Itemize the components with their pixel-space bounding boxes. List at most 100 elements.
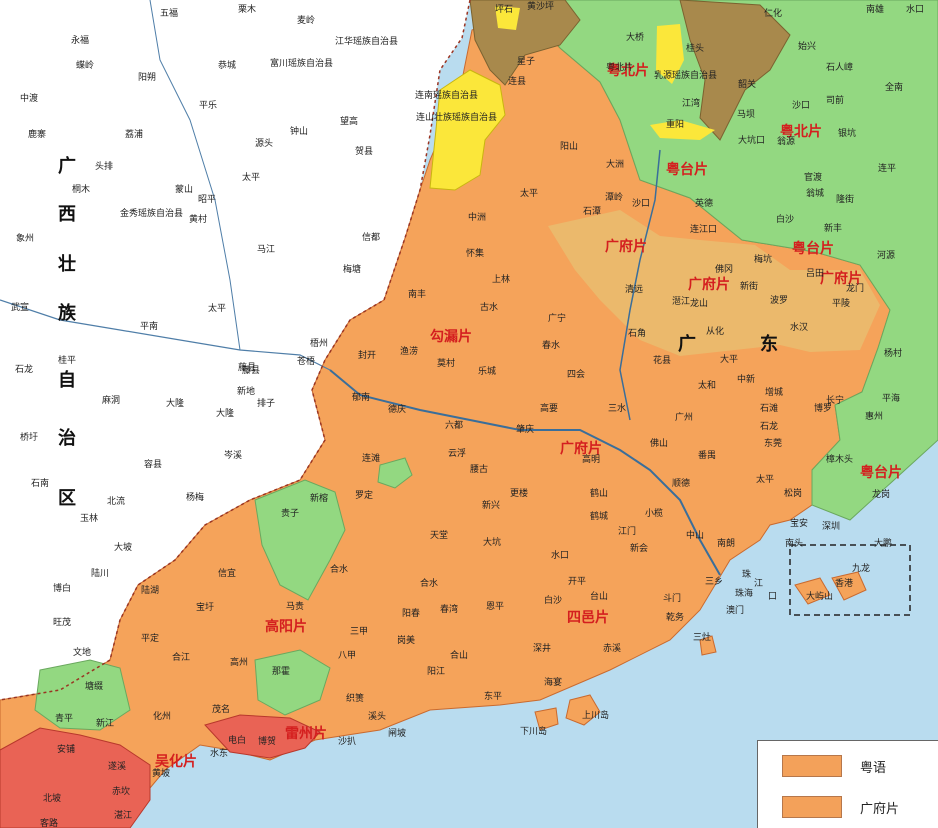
place-label: 佛山 bbox=[650, 439, 669, 449]
green-patch-luoding bbox=[377, 457, 413, 489]
place-label: 太平 bbox=[242, 173, 261, 183]
place-label: 信宜 bbox=[218, 569, 237, 579]
place-label: 上林 bbox=[492, 275, 511, 285]
island-lantau bbox=[794, 577, 831, 605]
region-label: 区 bbox=[58, 488, 76, 509]
place-label: 吕田 bbox=[806, 269, 825, 279]
place-label: 小榄 bbox=[645, 509, 664, 519]
place-label: 高州 bbox=[230, 658, 249, 668]
yellow-spot-b bbox=[650, 120, 715, 140]
place-label: 潭岭 bbox=[605, 193, 624, 203]
place-label: 香港 bbox=[835, 579, 854, 589]
place-label: 荔浦 bbox=[125, 130, 144, 140]
place-label: 开平 bbox=[568, 577, 587, 587]
region-label: 治 bbox=[58, 428, 76, 449]
dialect-label: 粤北片 bbox=[780, 124, 822, 140]
place-label: 腰古 bbox=[470, 465, 489, 475]
place-label: 白沙 bbox=[776, 215, 795, 225]
place-label: 台山 bbox=[590, 592, 609, 602]
place-label: 茂名 bbox=[212, 705, 231, 715]
place-label: 南头 bbox=[785, 539, 804, 549]
place-label: 太平 bbox=[756, 475, 775, 485]
region-label: 自 bbox=[58, 370, 76, 391]
place-label: 仁化 bbox=[764, 9, 783, 19]
place-label: 富川瑶族自治县 bbox=[270, 59, 334, 69]
place-label: 上川岛 bbox=[582, 711, 610, 721]
place-label: 顺德 bbox=[672, 479, 691, 489]
place-label: 四会 bbox=[567, 370, 586, 380]
place-label: 澳门 bbox=[726, 606, 745, 616]
place-label: 水汉 bbox=[790, 323, 809, 333]
place-label: 石南 bbox=[31, 479, 50, 489]
place-label: 连江口 bbox=[690, 225, 718, 235]
place-label: 闸坡 bbox=[388, 729, 407, 739]
place-label: 湛江 bbox=[114, 811, 133, 821]
place-label: 桐木 bbox=[72, 185, 91, 195]
place-label: 蒙山 bbox=[175, 185, 194, 195]
map-legend: 粤语 广府片 bbox=[757, 740, 938, 828]
place-label: 信都 bbox=[362, 233, 381, 243]
place-label: 溪头 bbox=[368, 712, 387, 722]
place-label: 波罗 bbox=[770, 296, 789, 306]
hk-boundary-box bbox=[789, 544, 911, 616]
place-label: 粤北片 bbox=[606, 63, 634, 73]
place-label: 大鹏 bbox=[874, 539, 893, 549]
place-label: 中洲 bbox=[468, 213, 487, 223]
place-label: 郁南 bbox=[352, 393, 371, 403]
place-label: 青平 bbox=[55, 714, 74, 724]
place-label: 陆湖 bbox=[141, 586, 160, 596]
place-label: 江华瑶族自治县 bbox=[335, 37, 399, 47]
place-label: 合江 bbox=[172, 653, 191, 663]
place-label: 遂溪 bbox=[108, 762, 127, 772]
place-label: 大平 bbox=[720, 355, 739, 365]
place-label: 阳江 bbox=[427, 667, 446, 677]
place-label: 珠 bbox=[742, 570, 752, 580]
place-label: 蝶岭 bbox=[76, 61, 95, 71]
place-label: 韶关 bbox=[738, 80, 757, 90]
place-label: 那霍 bbox=[272, 667, 291, 677]
place-label: 新街 bbox=[740, 282, 759, 292]
place-label: 永福 bbox=[71, 36, 90, 46]
place-label: 连平 bbox=[878, 164, 897, 174]
place-label: 安铺 bbox=[57, 745, 76, 755]
dialect-label: 雷州片 bbox=[285, 726, 327, 742]
place-label: 太平 bbox=[208, 304, 227, 314]
place-label: 黄坡 bbox=[152, 769, 171, 779]
place-label: 鹤城 bbox=[590, 512, 609, 522]
place-label: 星子 bbox=[517, 57, 536, 67]
place-label: 龙岗 bbox=[872, 490, 891, 500]
place-label: 花县 bbox=[653, 356, 672, 366]
dialect-label: 广府片 bbox=[820, 271, 862, 287]
xi-river bbox=[329, 369, 721, 576]
yellow-area bbox=[429, 69, 506, 191]
place-label: 大洲 bbox=[606, 160, 625, 170]
place-label: 织箦 bbox=[346, 694, 365, 704]
place-label: 麻洞 bbox=[102, 396, 121, 406]
place-label: 水口 bbox=[906, 5, 925, 15]
place-label: 赤坎 bbox=[112, 787, 131, 797]
place-label: 春水 bbox=[542, 341, 561, 351]
place-label: 罗定 bbox=[355, 491, 374, 501]
place-label: 恭城 bbox=[218, 61, 237, 71]
place-label: 番禺 bbox=[698, 451, 717, 461]
island-shangchuan bbox=[565, 694, 601, 726]
province-boundary bbox=[0, 0, 471, 701]
place-label: 新地 bbox=[237, 387, 256, 397]
region-label: 族 bbox=[58, 303, 76, 324]
place-label: 沙口 bbox=[632, 199, 651, 209]
place-label: 望高 bbox=[340, 117, 359, 127]
place-label: 连南瑶族自治县 bbox=[415, 91, 479, 101]
place-label: 深井 bbox=[533, 644, 552, 654]
place-label: 斗门 bbox=[663, 594, 682, 604]
place-label: 金秀瑶族自治县 bbox=[120, 209, 184, 219]
place-label: 增城 bbox=[765, 388, 784, 398]
place-label: 石人嶂 bbox=[826, 63, 854, 73]
place-label: 陆川 bbox=[91, 569, 110, 579]
place-label: 杨村 bbox=[884, 349, 903, 359]
place-label: 松岗 bbox=[784, 489, 803, 499]
place-label: 莫村 bbox=[437, 359, 456, 369]
place-label: 更楼 bbox=[510, 489, 529, 499]
place-label: 怀集 bbox=[466, 249, 485, 259]
place-label: 旺茂 bbox=[53, 618, 72, 628]
place-label: 八甲 bbox=[338, 651, 357, 661]
